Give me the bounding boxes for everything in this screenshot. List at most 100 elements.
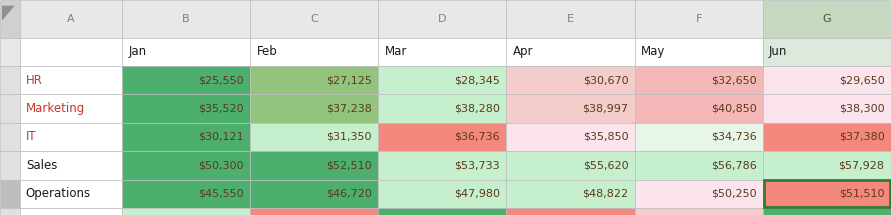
Bar — [250, 0, 379, 38]
Text: Jan: Jan — [128, 45, 146, 58]
Bar — [763, 94, 891, 123]
Text: $46,720: $46,720 — [326, 189, 372, 199]
Bar — [506, 208, 634, 215]
Bar — [506, 94, 634, 123]
Bar — [379, 94, 506, 123]
Text: HR: HR — [26, 74, 43, 87]
Bar — [379, 0, 506, 38]
Bar — [20, 123, 122, 151]
Bar — [20, 0, 122, 38]
Text: $50,250: $50,250 — [711, 189, 756, 199]
Text: Apr: Apr — [512, 45, 533, 58]
Bar — [506, 151, 634, 180]
Bar — [379, 38, 506, 66]
Bar — [0, 0, 20, 38]
Bar — [20, 66, 122, 94]
Bar — [763, 0, 891, 38]
Bar — [634, 66, 763, 94]
Text: F: F — [696, 14, 702, 24]
Bar — [20, 151, 122, 180]
Text: $37,238: $37,238 — [326, 104, 372, 114]
Text: May: May — [641, 45, 666, 58]
Text: Mar: Mar — [385, 45, 407, 58]
Text: $34,736: $34,736 — [711, 132, 756, 142]
Bar — [763, 66, 891, 94]
Bar — [250, 123, 379, 151]
Text: $38,300: $38,300 — [839, 104, 885, 114]
Text: $53,733: $53,733 — [454, 160, 500, 170]
Bar — [0, 38, 20, 66]
Text: Jun: Jun — [769, 45, 788, 58]
Bar — [122, 38, 250, 66]
Text: $38,280: $38,280 — [454, 104, 500, 114]
Bar — [0, 208, 20, 215]
Bar — [379, 123, 506, 151]
Bar — [764, 180, 890, 207]
Bar — [20, 38, 122, 66]
Bar — [634, 94, 763, 123]
Text: $35,520: $35,520 — [199, 104, 244, 114]
Text: $57,928: $57,928 — [838, 160, 885, 170]
Bar — [634, 123, 763, 151]
Text: $25,550: $25,550 — [199, 75, 244, 85]
Bar — [20, 94, 122, 123]
Text: $51,510: $51,510 — [839, 189, 885, 199]
Text: $52,510: $52,510 — [326, 160, 372, 170]
Bar — [506, 123, 634, 151]
Text: $48,822: $48,822 — [582, 189, 628, 199]
Bar — [506, 180, 634, 208]
Bar — [0, 180, 20, 208]
Text: $30,670: $30,670 — [583, 75, 628, 85]
Bar — [0, 94, 20, 123]
Text: $27,125: $27,125 — [326, 75, 372, 85]
Bar — [763, 123, 891, 151]
Bar — [379, 180, 506, 208]
Text: $37,380: $37,380 — [838, 132, 885, 142]
Text: Operations: Operations — [26, 187, 91, 200]
Text: B: B — [183, 14, 190, 24]
Bar — [634, 180, 763, 208]
Text: $56,786: $56,786 — [711, 160, 756, 170]
Bar — [250, 94, 379, 123]
Bar — [634, 38, 763, 66]
Text: $32,650: $32,650 — [711, 75, 756, 85]
Text: $28,345: $28,345 — [454, 75, 500, 85]
Bar — [250, 38, 379, 66]
Bar — [250, 66, 379, 94]
Bar — [763, 151, 891, 180]
Text: $38,997: $38,997 — [583, 104, 628, 114]
Bar — [122, 151, 250, 180]
Polygon shape — [2, 6, 15, 21]
Bar — [250, 180, 379, 208]
Bar — [250, 151, 379, 180]
Bar — [763, 38, 891, 66]
Text: $36,736: $36,736 — [454, 132, 500, 142]
Text: $45,550: $45,550 — [199, 189, 244, 199]
Bar — [379, 151, 506, 180]
Bar — [20, 180, 122, 208]
Text: Feb: Feb — [257, 45, 277, 58]
Bar — [122, 208, 250, 215]
Text: C: C — [310, 14, 318, 24]
Bar — [122, 94, 250, 123]
Bar — [506, 38, 634, 66]
Text: $29,650: $29,650 — [838, 75, 885, 85]
Text: G: G — [822, 14, 831, 24]
Bar — [379, 208, 506, 215]
Text: Sales: Sales — [26, 159, 57, 172]
Text: $55,620: $55,620 — [583, 160, 628, 170]
Text: Marketing: Marketing — [26, 102, 85, 115]
Text: $50,300: $50,300 — [199, 160, 244, 170]
Text: $31,350: $31,350 — [327, 132, 372, 142]
Text: IT: IT — [26, 131, 37, 143]
Bar — [20, 208, 122, 215]
Bar — [379, 66, 506, 94]
Bar — [122, 180, 250, 208]
Text: $35,850: $35,850 — [583, 132, 628, 142]
Bar — [763, 208, 891, 215]
Text: $40,850: $40,850 — [711, 104, 756, 114]
Bar — [506, 0, 634, 38]
Bar — [0, 123, 20, 151]
Bar — [0, 151, 20, 180]
Bar — [763, 180, 891, 208]
